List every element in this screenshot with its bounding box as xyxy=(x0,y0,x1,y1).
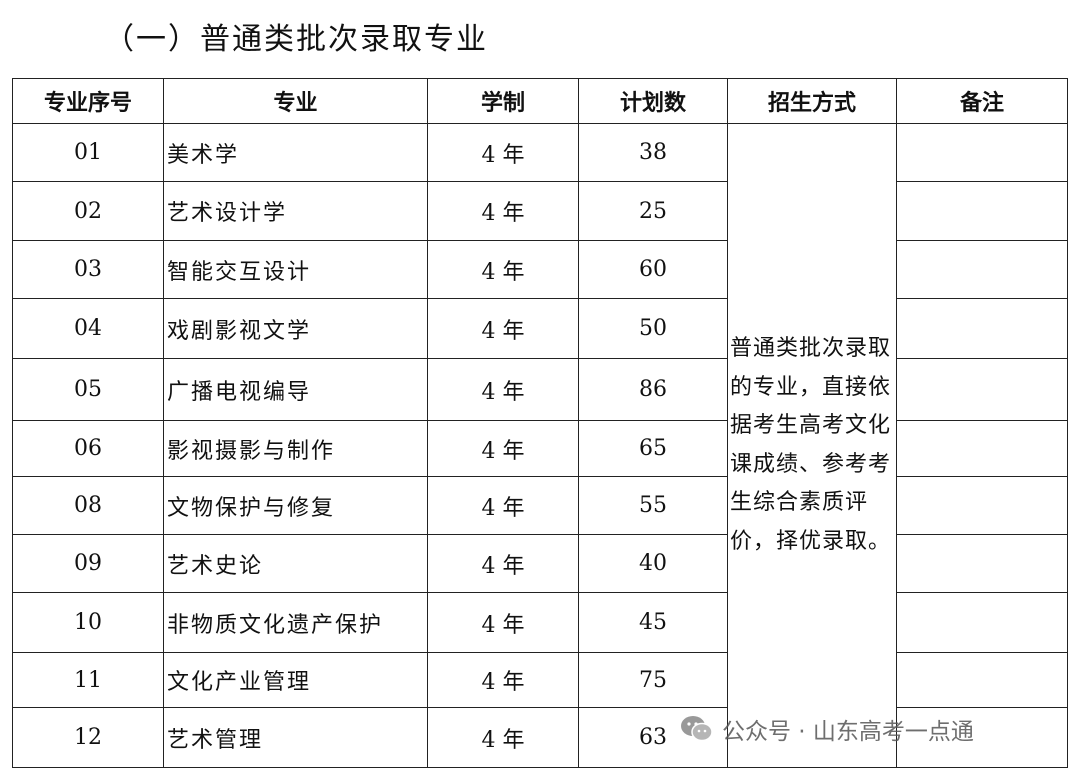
cell-remark xyxy=(896,420,1068,477)
cell-remark xyxy=(896,476,1068,535)
table-row: 10 非物质文化遗产保护 4 年 45 xyxy=(12,592,1068,653)
table-row: 05 广播电视编导 4 年 86 xyxy=(12,358,1068,421)
table-row: 11 文化产业管理 4 年 75 xyxy=(12,652,1068,708)
cell-major: 文化产业管理 xyxy=(163,652,428,708)
cell-plan: 45 xyxy=(578,592,728,653)
cell-no: 03 xyxy=(12,240,164,299)
cell-years: 4 年 xyxy=(427,240,579,299)
cell-years: 4 年 xyxy=(427,592,579,653)
cell-remark xyxy=(896,181,1068,241)
cell-major: 广播电视编导 xyxy=(163,358,428,421)
cell-years: 4 年 xyxy=(427,476,579,535)
cell-remark xyxy=(896,298,1068,359)
table-row: 04 戏剧影视文学 4 年 50 xyxy=(12,298,1068,359)
cell-no: 04 xyxy=(12,298,164,359)
cell-no: 06 xyxy=(12,420,164,477)
cell-remark xyxy=(896,240,1068,299)
cell-plan: 55 xyxy=(578,476,728,535)
cell-major: 文物保护与修复 xyxy=(163,476,428,535)
table-row: 02 艺术设计学 4 年 25 xyxy=(12,181,1068,241)
cell-remark xyxy=(896,123,1068,182)
table-row: 12 艺术管理 4 年 63 xyxy=(12,707,1068,768)
header-remark: 备注 xyxy=(896,78,1068,124)
table-row: 03 智能交互设计 4 年 60 xyxy=(12,240,1068,299)
cell-no: 08 xyxy=(12,476,164,535)
header-no: 专业序号 xyxy=(12,78,164,124)
cell-plan: 75 xyxy=(578,652,728,708)
cell-plan: 40 xyxy=(578,534,728,593)
cell-no: 12 xyxy=(12,707,164,768)
cell-no: 01 xyxy=(12,123,164,182)
cell-remark xyxy=(896,358,1068,421)
cell-major: 戏剧影视文学 xyxy=(163,298,428,359)
cell-plan: 60 xyxy=(578,240,728,299)
cell-years: 4 年 xyxy=(427,123,579,182)
cell-years: 4 年 xyxy=(427,420,579,477)
cell-plan: 65 xyxy=(578,420,728,477)
cell-remark xyxy=(896,707,1068,768)
table-header-row: 专业序号 专业 学制 计划数 招生方式 备注 xyxy=(12,78,1068,124)
watermark-text: 公众号 · 山东高考一点通 xyxy=(722,719,974,745)
cell-plan: 50 xyxy=(578,298,728,359)
majors-table: 专业序号 专业 学制 计划数 招生方式 备注 01 美术学 4 年 38 普通类批次录取… xyxy=(12,78,1068,768)
cell-major: 艺术设计学 xyxy=(163,181,428,241)
cell-plan: 38 xyxy=(578,123,728,182)
wechat-icon xyxy=(680,714,714,744)
cell-major: 非物质文化遗产保护 xyxy=(163,592,428,653)
cell-years: 4 年 xyxy=(427,181,579,241)
cell-no: 10 xyxy=(12,592,164,653)
cell-remark xyxy=(896,534,1068,593)
cell-no: 02 xyxy=(12,181,164,241)
cell-years: 4 年 xyxy=(427,358,579,421)
cell-plan: 25 xyxy=(578,181,728,241)
cell-plan: 86 xyxy=(578,358,728,421)
header-years: 学制 xyxy=(427,78,579,124)
section-title: （一）普通类批次录取专业 xyxy=(104,22,488,57)
table-row: 08 文物保护与修复 4 年 55 xyxy=(12,476,1068,535)
cell-no: 09 xyxy=(12,534,164,593)
header-method: 招生方式 xyxy=(727,78,897,124)
cell-no: 11 xyxy=(12,652,164,708)
cell-remark xyxy=(896,652,1068,708)
table-row: 09 艺术史论 4 年 40 xyxy=(12,534,1068,593)
table-row: 06 影视摄影与制作 4 年 65 xyxy=(12,420,1068,477)
cell-major: 艺术史论 xyxy=(163,534,428,593)
cell-plan: 63 xyxy=(578,707,728,768)
cell-major: 艺术管理 xyxy=(163,707,428,768)
cell-major: 影视摄影与制作 xyxy=(163,420,428,477)
cell-remark xyxy=(896,592,1068,653)
cell-major: 智能交互设计 xyxy=(163,240,428,299)
cell-years: 4 年 xyxy=(427,707,579,768)
header-plan: 计划数 xyxy=(578,78,728,124)
header-major: 专业 xyxy=(163,78,428,124)
cell-years: 4 年 xyxy=(427,534,579,593)
cell-no: 05 xyxy=(12,358,164,421)
cell-years: 4 年 xyxy=(427,652,579,708)
cell-major: 美术学 xyxy=(163,123,428,182)
watermark: 公众号 · 山东高考一点通 xyxy=(680,712,974,746)
table-row: 01 美术学 4 年 38 普通类批次录取的专业，直接依据考生高考文化课成绩、参考考生综… xyxy=(12,123,1068,768)
cell-admission-method: 普通类批次录取的专业，直接依据考生高考文化课成绩、参考考生综合素质评价，择优录取… xyxy=(727,123,897,768)
cell-years: 4 年 xyxy=(427,298,579,359)
